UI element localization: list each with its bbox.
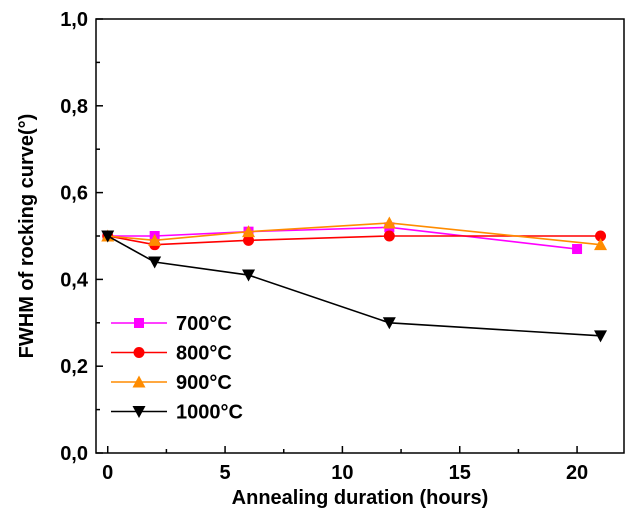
data-point [101, 230, 115, 243]
legend-label: 800°C [176, 343, 232, 365]
legend-entry: 700°C [111, 313, 232, 335]
x-tick-label: 20 [566, 462, 588, 484]
y-tick-label: 0,6 [60, 183, 88, 205]
y-tick-label: 0,0 [60, 443, 88, 465]
legend-label: 900°C [176, 372, 232, 394]
y-axis-title: FWHM of rocking curve(°) [16, 114, 38, 359]
data-point [594, 238, 608, 251]
x-tick-label: 15 [449, 462, 471, 484]
y-tick-label: 1,0 [60, 9, 88, 31]
series-group [102, 230, 607, 251]
data-point [382, 216, 396, 229]
legend-label: 1000°C [176, 402, 243, 424]
legend-marker [132, 406, 146, 418]
x-tick-label: 10 [331, 462, 353, 484]
data-point [594, 330, 608, 343]
data-point [595, 230, 607, 242]
legend-entry: 900°C [111, 372, 232, 394]
data-point [242, 225, 256, 238]
x-axis-ticks: 0 5 10 15 20 [102, 446, 588, 484]
data-point [148, 256, 162, 269]
data-point [148, 233, 162, 246]
x-axis-title: Annealing duration (hours) [232, 487, 489, 509]
legend: 700°C 800°C 900°C 1000°C [111, 313, 243, 424]
series-group [101, 230, 608, 343]
y-tick-label: 0,2 [60, 356, 88, 378]
legend-entry: 800°C [111, 343, 232, 365]
legend-marker [134, 318, 144, 328]
data-point [382, 317, 396, 330]
data-point [572, 244, 583, 255]
data-point [243, 234, 255, 246]
legend-marker [132, 375, 146, 388]
x-tick-label: 0 [102, 462, 113, 484]
legend-marker [133, 347, 145, 358]
x-tick-label: 5 [220, 462, 231, 484]
series-layer [101, 216, 608, 343]
data-point [383, 230, 395, 242]
series-line [107, 222, 601, 246]
y-axis-ticks: 0,0 0,2 0,4 0,6 0,8 1,0 [60, 9, 103, 465]
legend-label: 700°C [176, 313, 232, 335]
data-point [242, 269, 256, 282]
y-tick-label: 0,4 [60, 269, 89, 291]
series-group [101, 216, 608, 251]
legend-entry: 1000°C [111, 402, 243, 424]
y-tick-label: 0,8 [60, 96, 88, 118]
